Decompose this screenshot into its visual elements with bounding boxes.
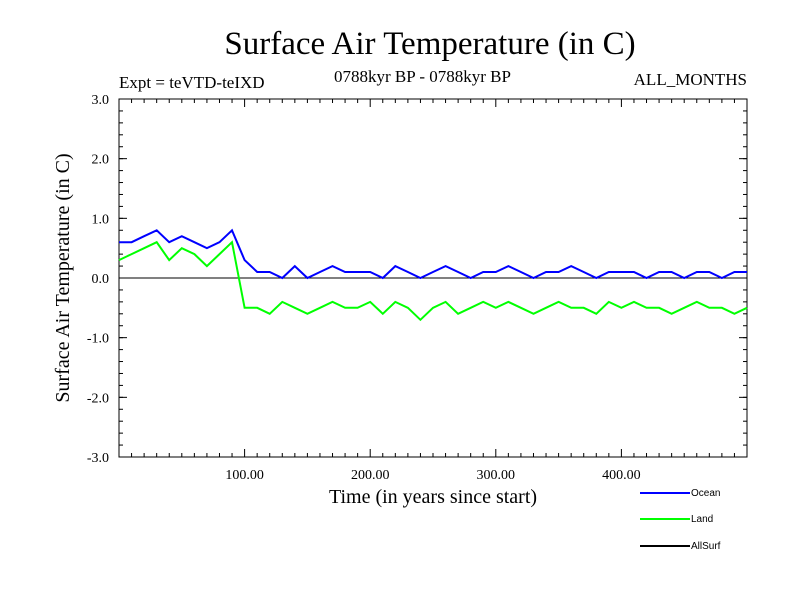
x-tick-label: 300.00 [477, 468, 516, 483]
series-layer [118, 228, 748, 322]
y-tick-label: 3.0 [92, 93, 110, 108]
y-axis-label: Surface Air Temperature (in C) [52, 153, 74, 402]
y-tick-label: 1.0 [92, 212, 110, 227]
legend-label-allsurf: AllSurf [691, 541, 721, 552]
legend: Ocean Land AllSurf [640, 488, 721, 552]
x-tick-label: 400.00 [602, 468, 641, 483]
experiment-label: Expt = teVTD-teIXD [119, 73, 265, 92]
x-tick-label: 200.00 [351, 468, 390, 483]
x-tick-label: 100.00 [225, 468, 264, 483]
series-line-ocean [119, 228, 747, 280]
y-axis-ticks: 3.0 2.0 1.0 0.0 -1.0 -2.0 -3.0 [87, 93, 747, 466]
legend-label-ocean: Ocean [691, 488, 720, 499]
x-axis-label: Time (in years since start) [329, 486, 537, 508]
y-tick-label: -3.0 [87, 451, 109, 466]
series-line-land [118, 240, 748, 322]
y-tick-label: -1.0 [87, 332, 109, 347]
legend-label-land: Land [691, 514, 713, 525]
y-tick-label: 2.0 [92, 153, 110, 168]
months-label: ALL_MONTHS [633, 70, 747, 89]
y-tick-label: 0.0 [92, 272, 110, 287]
period-label: 0788kyr BP - 0788kyr BP [334, 67, 511, 86]
x-axis-ticks: 100.00 200.00 300.00 400.00 [131, 99, 735, 483]
y-tick-label: -2.0 [87, 391, 109, 406]
chart-title: Surface Air Temperature (in C) [224, 26, 636, 62]
